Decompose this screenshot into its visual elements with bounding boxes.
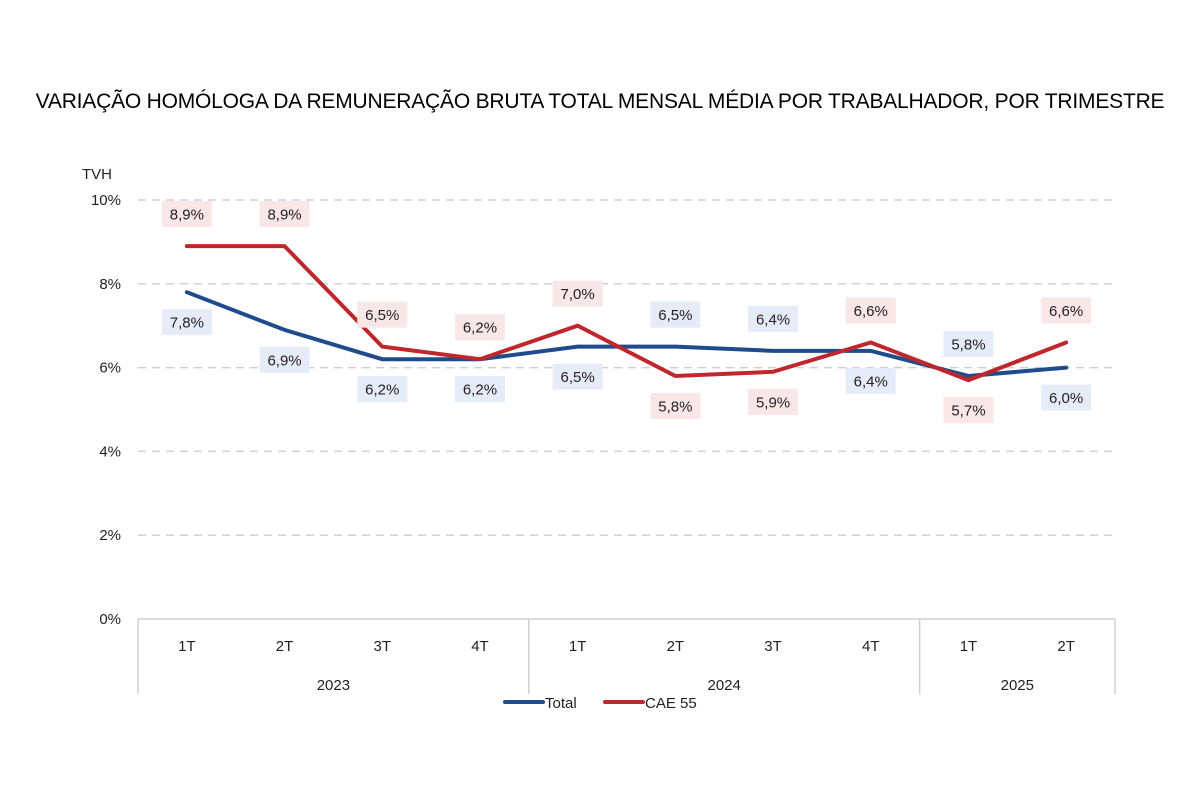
x-tick-label: 4T: [471, 638, 489, 655]
data-label-bg: [259, 201, 310, 228]
data-label: 6,4%: [845, 367, 896, 394]
data-label: 6,2%: [454, 314, 505, 341]
data-label-bg: [454, 314, 505, 341]
data-label-text: 5,8%: [658, 398, 692, 415]
data-label: 6,5%: [552, 363, 603, 390]
data-label: 5,8%: [650, 392, 701, 419]
y-tick-label: 10%: [91, 192, 121, 209]
data-label: 7,8%: [161, 309, 212, 336]
x-tick-label: 3T: [373, 638, 391, 655]
data-label: 6,6%: [845, 297, 896, 324]
data-label: 8,9%: [259, 201, 310, 228]
x-tick-label: 2T: [276, 638, 294, 655]
data-label-bg: [552, 280, 603, 307]
x-group-label: 2025: [1001, 677, 1034, 694]
data-label-bg: [650, 301, 701, 328]
x-tick-label: 2T: [1057, 638, 1075, 655]
data-label-text: 5,9%: [756, 394, 790, 411]
data-label-bg: [845, 297, 896, 324]
y-axis-label: TVH: [82, 166, 112, 183]
data-label: 6,9%: [259, 346, 310, 373]
legend-label: Total: [545, 695, 577, 712]
data-label-text: 6,5%: [365, 307, 399, 324]
data-label-text: 6,9%: [267, 352, 301, 369]
x-tick-label: 1T: [960, 638, 978, 655]
chart-title: VARIAÇÃO HOMÓLOGA DA REMUNERAÇÃO BRUTA T…: [35, 90, 1165, 113]
legend-item[interactable]: Total: [503, 695, 577, 712]
data-label: 6,5%: [650, 301, 701, 328]
data-label-text: 6,6%: [854, 303, 888, 320]
data-label-bg: [943, 397, 994, 424]
data-label-text: 6,5%: [561, 369, 595, 386]
data-label: 6,0%: [1041, 384, 1092, 411]
data-label-text: 6,2%: [463, 382, 497, 399]
data-label-bg: [1041, 297, 1092, 324]
x-tick-label: 1T: [178, 638, 196, 655]
data-labels: 7,8% 6,9% 6,2% 6,2% 6,5% 6,5% 6,4% 6,4% 5,8% 6,0%…: [161, 201, 1092, 424]
data-label-text: 6,4%: [854, 373, 888, 390]
x-group-label: 2024: [708, 677, 741, 694]
x-tick-label: 3T: [764, 638, 782, 655]
data-label-text: 6,0%: [1049, 390, 1083, 407]
data-label-bg: [650, 392, 701, 419]
legend: Total CAE 55: [503, 695, 697, 712]
data-label-bg: [259, 346, 310, 373]
data-label: 5,9%: [748, 388, 799, 415]
y-tick-label: 6%: [99, 360, 121, 377]
data-label: 7,0%: [552, 280, 603, 307]
data-label-bg: [161, 201, 212, 228]
data-label-bg: [357, 301, 408, 328]
y-tick-label: 0%: [99, 611, 121, 628]
series-line-cae-55: [184, 244, 1069, 383]
x-tick-label: 2T: [667, 638, 685, 655]
data-label-text: 6,5%: [658, 307, 692, 324]
data-label: 6,5%: [357, 301, 408, 328]
x-group-label: 2023: [317, 677, 350, 694]
y-tick-label: 8%: [99, 276, 121, 293]
data-label-text: 6,6%: [1049, 303, 1083, 320]
data-label: 6,2%: [454, 376, 505, 403]
data-label: 5,7%: [943, 397, 994, 424]
x-axis: 2023 2024 2025 1T 2T 3T 4T 1T 2T 3T 4T 1T 2T: [137, 618, 1116, 694]
legend-label: CAE 55: [645, 695, 697, 712]
x-tick-label: 4T: [862, 638, 880, 655]
data-label: 5,8%: [943, 330, 994, 357]
data-label: 6,4%: [748, 305, 799, 332]
data-label-text: 8,9%: [267, 207, 301, 224]
data-label-bg: [454, 376, 505, 403]
data-label-text: 7,0%: [561, 286, 595, 303]
data-label-text: 5,8%: [951, 336, 985, 353]
data-label-text: 5,7%: [951, 403, 985, 420]
data-label-bg: [748, 305, 799, 332]
data-label-bg: [161, 309, 212, 336]
y-tick-label: 4%: [99, 443, 121, 460]
data-label-text: 8,9%: [170, 207, 204, 224]
data-label-bg: [1041, 384, 1092, 411]
series-lines: [184, 244, 1069, 383]
data-label-bg: [943, 330, 994, 357]
gridlines: [138, 199, 1115, 536]
legend-item[interactable]: CAE 55: [603, 695, 697, 712]
data-label: 6,2%: [357, 376, 408, 403]
y-tick-label: 2%: [99, 527, 121, 544]
data-label: 6,6%: [1041, 297, 1092, 324]
data-label-text: 6,2%: [365, 382, 399, 399]
y-axis-ticks: 0% 2% 4% 6% 8% 10%: [91, 192, 121, 628]
data-label-bg: [357, 376, 408, 403]
x-tick-label: 1T: [569, 638, 587, 655]
data-label-bg: [845, 367, 896, 394]
series-line-total: [184, 290, 1069, 379]
data-label-text: 7,8%: [170, 315, 204, 332]
data-label-text: 6,2%: [463, 320, 497, 337]
data-label-bg: [552, 363, 603, 390]
data-label: 8,9%: [161, 201, 212, 228]
data-label-text: 6,4%: [756, 311, 790, 328]
data-label-bg: [748, 388, 799, 415]
